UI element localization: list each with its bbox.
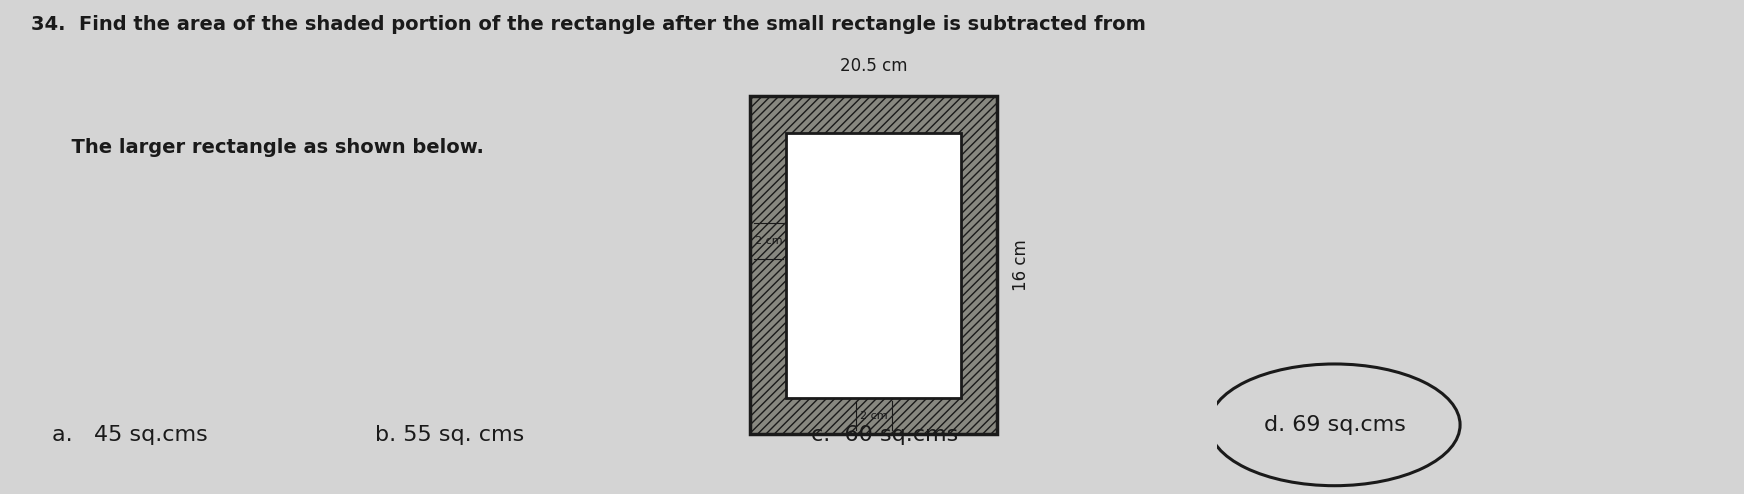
Bar (750, 96, 998, 434)
Text: a.   45 sq.cms: a. 45 sq.cms (52, 425, 208, 445)
Text: The larger rectangle as shown below.: The larger rectangle as shown below. (31, 138, 485, 157)
Text: b. 55 sq. cms: b. 55 sq. cms (375, 425, 525, 445)
Text: c.  60 sq.cms: c. 60 sq.cms (811, 425, 957, 445)
Text: 16 cm: 16 cm (1012, 239, 1031, 291)
Text: 2 cm: 2 cm (860, 411, 888, 421)
Text: d. 69 sq.cms: d. 69 sq.cms (1264, 415, 1406, 435)
Text: 20.5 cm: 20.5 cm (841, 57, 907, 75)
Text: 34.  Find the area of the shaded portion of the rectangle after the small rectan: 34. Find the area of the shaded portion … (31, 15, 1146, 34)
Bar (787, 132, 961, 398)
Text: 2 cm: 2 cm (755, 236, 781, 246)
